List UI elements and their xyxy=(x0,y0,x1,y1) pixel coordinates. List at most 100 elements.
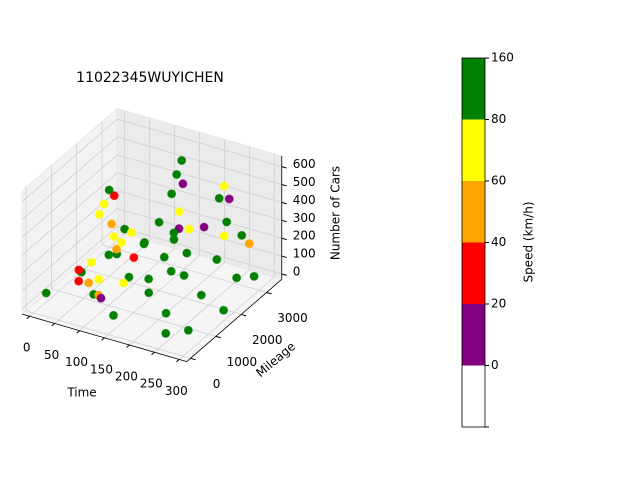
y-tick-label: 3000 xyxy=(277,311,308,325)
point xyxy=(232,273,242,283)
x-tick-label: 50 xyxy=(44,348,59,362)
y-tick-label: 0 xyxy=(213,377,221,391)
point xyxy=(177,156,187,166)
z-tick-label: 100 xyxy=(293,247,316,261)
point xyxy=(212,255,222,265)
grid-line xyxy=(117,136,282,185)
grid-line xyxy=(21,154,118,238)
tick-mark xyxy=(241,313,247,317)
point xyxy=(224,194,234,204)
point xyxy=(74,265,84,275)
point xyxy=(161,308,171,318)
tick-mark xyxy=(281,184,287,187)
z-tick-label: 0 xyxy=(293,264,301,278)
point xyxy=(219,305,229,315)
colorbar-tick-label: 80 xyxy=(491,112,506,126)
z-tick-label: 400 xyxy=(293,193,316,207)
point xyxy=(244,239,254,249)
point xyxy=(199,222,209,232)
colorbar-tick-label: 60 xyxy=(491,174,506,188)
tick-mark xyxy=(281,237,287,241)
x-tick-label: 300 xyxy=(165,384,188,398)
colorbar-tick-label: 0 xyxy=(491,358,499,372)
point xyxy=(161,328,171,338)
point xyxy=(116,238,126,248)
point xyxy=(94,274,104,284)
tick-mark xyxy=(281,201,287,205)
tick-mark xyxy=(281,255,287,258)
z-axis-label: Number of Cars xyxy=(329,166,343,260)
point xyxy=(166,266,176,276)
point xyxy=(129,253,139,263)
point xyxy=(159,252,169,262)
point xyxy=(41,288,51,298)
point xyxy=(172,169,182,179)
grid-line xyxy=(25,310,191,359)
tick-mark xyxy=(281,166,287,169)
tick-mark xyxy=(126,344,130,348)
grid-line xyxy=(76,266,242,315)
point xyxy=(219,181,229,191)
chart-title: 11022345WUYICHEN xyxy=(76,70,224,86)
tick-mark xyxy=(215,335,221,339)
tick-mark xyxy=(281,273,287,276)
point xyxy=(126,227,136,237)
point xyxy=(109,191,119,201)
colorbar-tick-label: 160 xyxy=(491,51,514,65)
point xyxy=(104,185,114,195)
z-tick-label: 200 xyxy=(293,229,316,243)
tick-mark xyxy=(281,219,287,223)
grid-line xyxy=(117,154,282,203)
point xyxy=(99,199,109,209)
colorbar-segment xyxy=(462,119,485,181)
tick-mark xyxy=(266,292,272,295)
colorbar-segment xyxy=(462,181,485,243)
z-tick-label: 600 xyxy=(293,157,316,171)
grid-line xyxy=(117,118,282,168)
grid-line xyxy=(117,226,282,275)
point xyxy=(214,193,224,203)
point xyxy=(179,270,189,280)
point xyxy=(108,310,118,320)
x-tick-label: 0 xyxy=(23,341,31,355)
point xyxy=(178,179,188,189)
tick-mark xyxy=(176,359,180,363)
grid-line xyxy=(117,208,282,257)
point xyxy=(74,276,84,286)
grid-line xyxy=(21,136,118,220)
grid-line xyxy=(117,172,282,221)
y-tick-label: 2000 xyxy=(252,333,283,347)
colorbar-segment xyxy=(462,365,485,427)
y-tick-label: 1000 xyxy=(227,355,258,369)
point xyxy=(124,272,134,282)
point xyxy=(84,278,94,288)
point xyxy=(119,278,129,288)
x-axis-label: Time xyxy=(66,386,96,400)
point xyxy=(144,274,154,284)
point xyxy=(139,239,149,249)
point xyxy=(144,288,154,298)
point xyxy=(184,224,194,234)
point xyxy=(109,232,119,242)
point xyxy=(96,293,106,303)
tick-mark xyxy=(101,337,105,341)
x-axis-line xyxy=(22,313,187,362)
grid-line xyxy=(104,255,200,339)
x-tick-label: 150 xyxy=(90,362,113,376)
point xyxy=(94,209,104,219)
point xyxy=(196,290,206,300)
point xyxy=(182,248,192,258)
x-tick-label: 100 xyxy=(65,355,88,369)
grid-line xyxy=(29,233,125,317)
tick-mark xyxy=(190,357,196,361)
point xyxy=(112,244,122,254)
point xyxy=(107,219,117,229)
tick-mark xyxy=(76,330,80,334)
colorbar-segment xyxy=(462,304,485,366)
z-tick-label: 500 xyxy=(293,175,316,189)
grid-line xyxy=(129,262,225,346)
x-tick-label: 200 xyxy=(115,370,138,384)
point xyxy=(154,217,164,227)
point xyxy=(86,257,96,267)
y-axis-line xyxy=(186,279,283,362)
